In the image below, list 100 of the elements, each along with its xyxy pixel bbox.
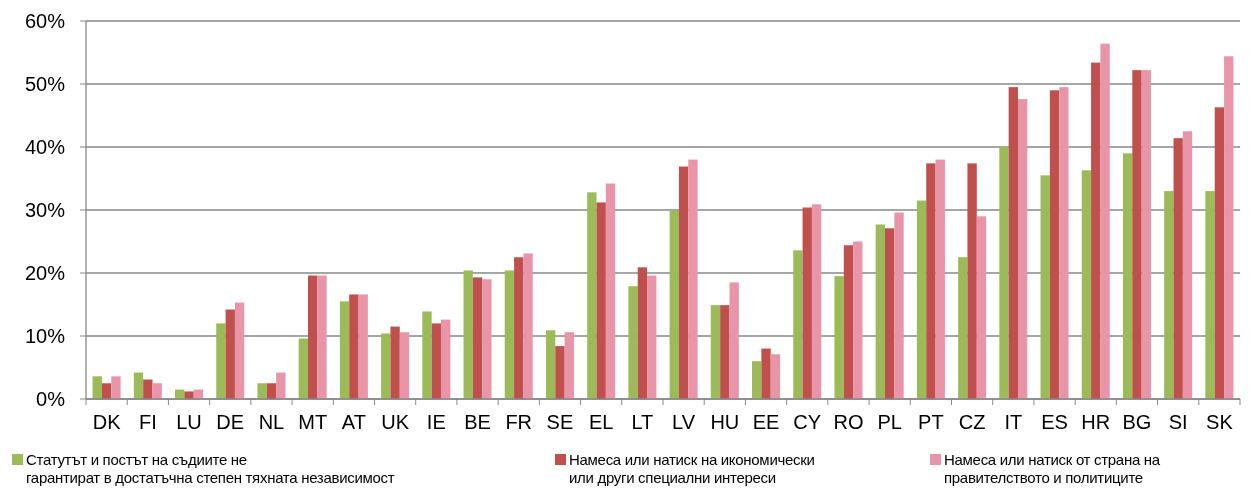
x-tick-label: FR <box>505 411 533 433</box>
bar <box>976 216 987 399</box>
x-tick-label: HU <box>710 411 740 433</box>
bar <box>587 192 597 399</box>
bar <box>843 245 854 399</box>
bar <box>885 228 895 399</box>
bar <box>926 163 936 399</box>
bar <box>752 361 762 399</box>
x-tick-label: SE <box>546 411 574 433</box>
bar <box>1008 87 1018 399</box>
bar <box>688 159 698 399</box>
bar <box>358 294 368 399</box>
bar <box>605 183 616 399</box>
bar <box>555 346 565 399</box>
bar <box>216 323 226 399</box>
bar <box>1091 62 1101 399</box>
bar <box>1059 87 1069 399</box>
bar <box>1049 90 1060 399</box>
bar <box>729 282 739 399</box>
bar <box>472 277 483 399</box>
x-tick-label: LV <box>672 411 696 433</box>
bar <box>1040 175 1050 399</box>
bar <box>390 326 400 399</box>
bar <box>647 275 657 399</box>
bar <box>935 159 945 399</box>
bar <box>504 270 515 399</box>
bar <box>349 294 359 399</box>
bar <box>298 338 309 399</box>
bar <box>1224 56 1234 399</box>
x-tick-label: CZ <box>958 411 986 433</box>
bar <box>637 267 648 399</box>
x-tick-label: EE <box>752 411 780 433</box>
x-tick-label: EL <box>588 411 614 433</box>
bar <box>92 376 102 399</box>
bar <box>308 275 318 399</box>
bar <box>875 224 886 399</box>
x-tick-label: BE <box>464 411 491 433</box>
y-tick-label: 20% <box>24 262 66 284</box>
bar <box>1017 99 1028 399</box>
legend-label: Статутът и постът на съдиите не гарантират в достатъчна степен тяхната независимост <box>26 451 395 486</box>
x-tick-label: CY <box>793 411 822 433</box>
bar <box>1182 131 1193 399</box>
bar <box>266 383 277 399</box>
x-tick-label: UK <box>381 411 410 433</box>
y-tick-label: 40% <box>24 136 66 158</box>
bar <box>276 372 286 399</box>
bar <box>770 354 781 399</box>
y-tick-label: 10% <box>24 325 66 347</box>
bar <box>482 279 492 399</box>
bar <box>234 302 245 399</box>
bar <box>101 383 112 399</box>
bar <box>916 200 927 399</box>
bar <box>523 253 533 399</box>
x-tick-label: ES <box>1041 411 1068 433</box>
x-tick-label: DE <box>216 411 245 433</box>
bar <box>628 286 638 399</box>
bar <box>545 330 556 399</box>
x-tick-label: IE <box>426 411 446 433</box>
bar <box>1100 43 1110 399</box>
bar <box>339 301 350 399</box>
bar <box>894 212 904 399</box>
bar <box>1164 191 1174 399</box>
x-tick-label: DK <box>92 411 122 433</box>
bar <box>399 332 410 399</box>
bar <box>967 163 977 399</box>
bar <box>422 311 432 399</box>
x-tick-label: LU <box>176 411 202 433</box>
x-tick-label: BG <box>1122 411 1152 433</box>
legend-label: Намеса или натиск на икономически или други специални интереси <box>569 451 815 486</box>
x-tick-label: LT <box>631 411 654 433</box>
bar <box>440 319 451 399</box>
bar <box>514 257 524 399</box>
x-tick-label: RO <box>833 411 864 433</box>
bar <box>225 309 235 399</box>
bar <box>143 379 153 399</box>
bar <box>1122 153 1133 399</box>
x-tick-label: NL <box>258 411 285 433</box>
x-tick-label: SK <box>1206 411 1234 433</box>
x-tick-label: HR <box>1081 411 1111 433</box>
bar <box>678 166 689 399</box>
bar <box>710 305 721 399</box>
x-tick-label: PT <box>918 411 944 433</box>
bar <box>669 210 679 399</box>
bar <box>999 147 1009 399</box>
bar <box>1205 191 1215 399</box>
y-tick-label: 0% <box>36 388 66 410</box>
x-tick-label: PL <box>877 411 902 433</box>
bar <box>793 250 803 399</box>
bar <box>184 391 194 399</box>
bar <box>1141 70 1151 399</box>
y-tick-label: 30% <box>24 199 66 221</box>
x-tick-label: SI <box>1168 411 1188 433</box>
x-tick-label: MT <box>298 411 328 433</box>
bar <box>381 333 391 399</box>
bar <box>802 207 812 399</box>
bar <box>811 204 822 399</box>
bar <box>564 332 574 399</box>
bar <box>853 241 863 399</box>
bar <box>761 348 771 399</box>
bar <box>317 275 327 399</box>
